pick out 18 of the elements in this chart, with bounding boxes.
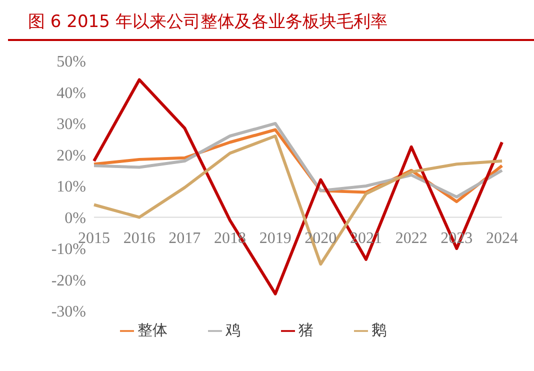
legend-label: 鸡 [226,321,240,339]
x-tick-label: 2022 [395,230,428,247]
y-tick-label: 30% [56,116,86,134]
x-tick-label: 2019 [259,230,292,247]
legend-label: 鹅 [372,321,386,339]
chart-title: 图 6 2015 年以来公司整体及各业务板块毛利率 [8,8,534,41]
legend-label: 猪 [298,321,314,339]
x-tick-label: 2017 [168,230,201,247]
y-tick-label: 10% [56,178,86,196]
y-tick-label: 20% [56,147,86,164]
y-tick-label: 50% [56,54,86,71]
y-tick-label: -30% [51,304,86,321]
y-tick-label: 0% [64,210,86,227]
x-tick-label: 2016 [123,230,156,247]
y-tick-label: -20% [51,272,86,290]
legend-label: 整体 [138,321,168,339]
x-tick-label: 2024 [486,230,518,247]
y-tick-label: 40% [56,84,86,102]
